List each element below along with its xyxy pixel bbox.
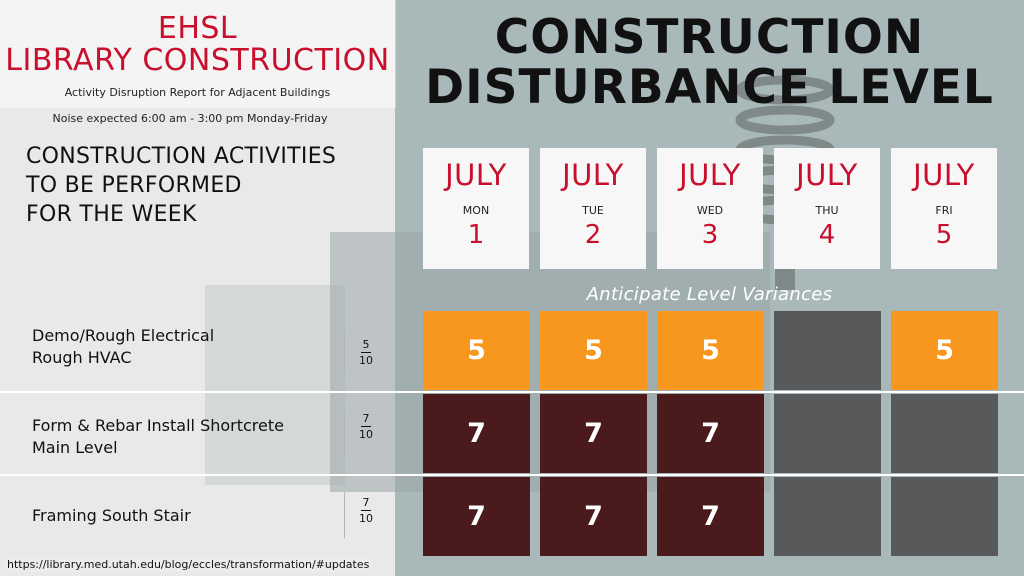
level-value: 5 — [362, 338, 370, 351]
level-cell — [774, 477, 881, 556]
level-cell: 5 — [423, 311, 530, 390]
level-max: 10 — [359, 354, 373, 367]
activity-label-line: Main Level — [32, 438, 118, 457]
variance-note: Anticipate Level Variances — [586, 284, 833, 305]
footer-url[interactable]: https://library.med.utah.edu/blog/eccles… — [4, 557, 373, 572]
day-number: 5 — [935, 220, 953, 250]
level-max: 10 — [359, 512, 373, 525]
background-building-image-left — [205, 285, 345, 485]
level-cell — [891, 394, 998, 473]
day-card-fri: JULY FRI 5 — [891, 148, 997, 269]
row-divider — [0, 474, 1024, 476]
main-title-line2: DISTURBANCE LEVEL — [425, 60, 994, 115]
activity-label: Form & Rebar Install Shortcrete Main Lev… — [32, 415, 284, 459]
day-month: JULY — [913, 158, 975, 192]
day-name: WED — [696, 204, 724, 217]
fraction-divider — [344, 410, 345, 456]
level-fraction: 7 10 — [346, 496, 386, 525]
level-cell: 5 — [891, 311, 998, 390]
level-cell — [774, 311, 881, 390]
day-card-mon: JULY MON 1 — [423, 148, 529, 269]
activity-label: Demo/Rough Electrical Rough HVAC — [32, 325, 214, 369]
day-name: TUE — [582, 204, 604, 217]
day-month: JULY — [679, 158, 741, 192]
fraction-bar — [361, 426, 371, 427]
level-cell: 7 — [423, 477, 530, 556]
main-title-line1: CONSTRUCTION — [494, 10, 925, 65]
level-cell: 5 — [657, 311, 764, 390]
header-title-line1: EHSL — [157, 11, 238, 46]
activity-label-line: Rough HVAC — [32, 348, 132, 367]
day-month: JULY — [562, 158, 624, 192]
day-number: 4 — [818, 220, 836, 250]
level-cell: 5 — [540, 311, 647, 390]
level-cell: 7 — [540, 477, 647, 556]
header-subtitle: Activity Disruption Report for Adjacent … — [64, 86, 331, 99]
day-name: THU — [815, 204, 839, 217]
activity-label: Framing South Stair — [32, 505, 191, 527]
activities-title-line: TO BE PERFORMED — [26, 173, 242, 198]
day-card-wed: JULY WED 3 — [657, 148, 763, 269]
day-number: 1 — [467, 220, 485, 250]
activity-label-line: Demo/Rough Electrical — [32, 326, 215, 345]
fraction-divider — [344, 492, 345, 538]
fraction-divider — [344, 330, 345, 374]
day-name: MON — [462, 204, 490, 217]
activities-title-line: FOR THE WEEK — [26, 202, 197, 227]
level-value: 7 — [362, 496, 370, 509]
level-cell: 7 — [657, 394, 764, 473]
day-number: 3 — [701, 220, 719, 250]
level-cell — [891, 477, 998, 556]
header-box: EHSL LIBRARY CONSTRUCTION Activity Disru… — [0, 0, 396, 108]
day-number: 2 — [584, 220, 602, 250]
day-month: JULY — [445, 158, 507, 192]
row-divider — [0, 391, 1024, 393]
day-name: FRI — [935, 204, 953, 217]
level-value: 7 — [362, 412, 370, 425]
activity-label-line: Form & Rebar Install Shortcrete — [32, 416, 284, 435]
level-cell: 7 — [540, 394, 647, 473]
level-fraction: 5 10 — [346, 338, 386, 367]
level-max: 10 — [359, 428, 373, 441]
fraction-bar — [361, 510, 371, 511]
noise-note: Noise expected 6:00 am - 3:00 pm Monday-… — [52, 112, 328, 125]
activities-title: CONSTRUCTION ACTIVITIES TO BE PERFORMED … — [26, 142, 336, 229]
activities-title-line: CONSTRUCTION ACTIVITIES — [26, 144, 337, 169]
level-cell — [774, 394, 881, 473]
level-cell: 7 — [657, 477, 764, 556]
level-fraction: 7 10 — [346, 412, 386, 441]
level-cell: 7 — [423, 394, 530, 473]
day-card-tue: JULY TUE 2 — [540, 148, 646, 269]
header-title-line2: LIBRARY CONSTRUCTION — [5, 43, 390, 78]
day-month: JULY — [796, 158, 858, 192]
activity-label-line: Framing South Stair — [32, 506, 191, 525]
fraction-bar — [361, 352, 371, 353]
day-card-thu: JULY THU 4 — [774, 148, 880, 269]
